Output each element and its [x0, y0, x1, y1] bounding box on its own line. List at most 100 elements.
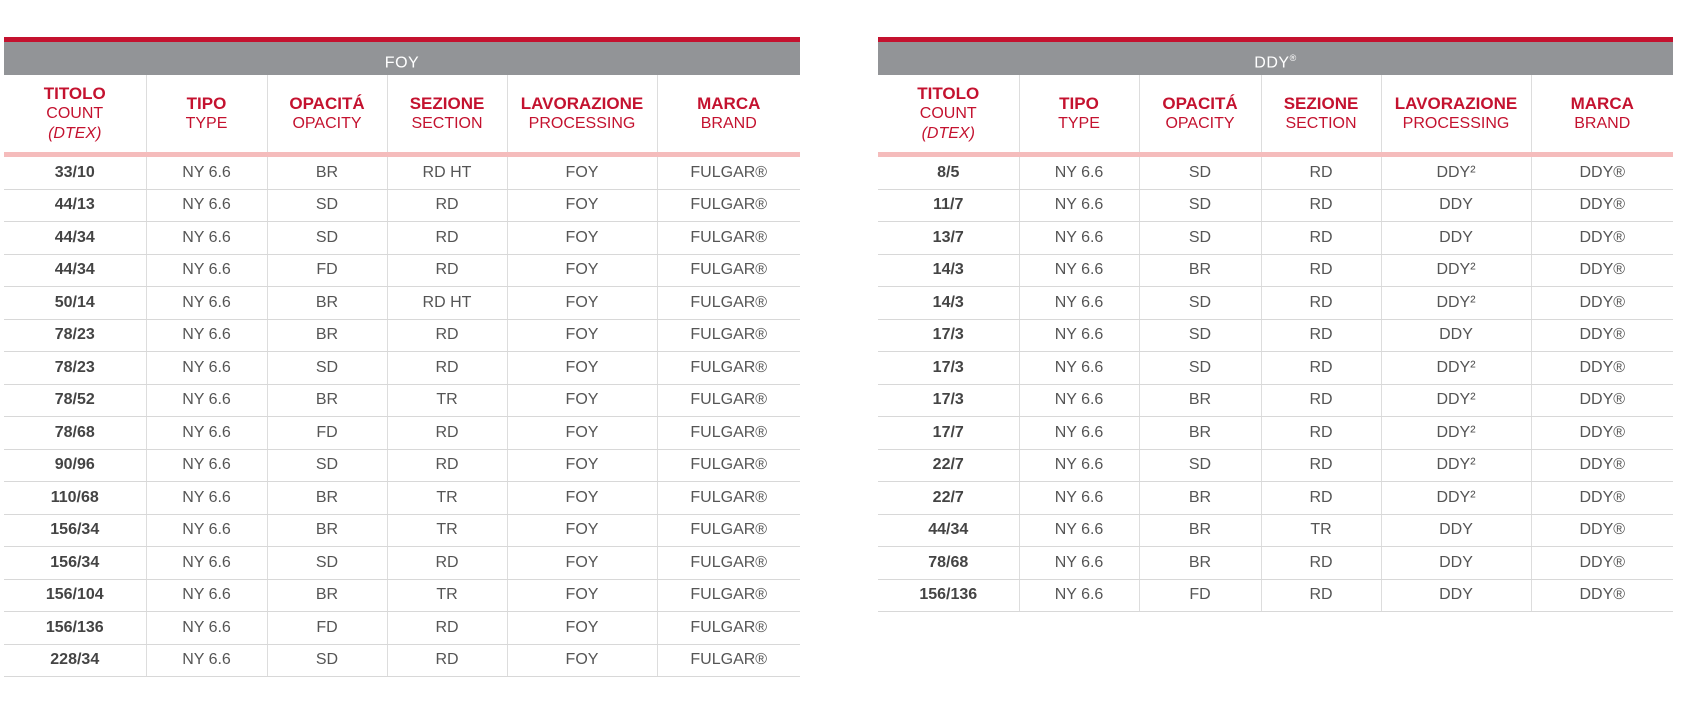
table-cell: NY 6.6 — [146, 514, 268, 547]
table-row: 78/68 NY 6.6 FD RD FOY FULGAR® — [4, 416, 800, 450]
table-row: 44/13 NY 6.6 SD RD FOY FULGAR® — [4, 189, 800, 222]
table-cell: 17/7 — [878, 416, 1020, 450]
table-cell: DDY² — [1381, 286, 1532, 320]
table-cell: TR — [387, 579, 508, 612]
table-cell: FOY — [507, 579, 658, 612]
header-english: TYPE — [185, 114, 228, 132]
table-row: 50/14 NY 6.6 BR RD HT FOY FULGAR® — [4, 286, 800, 320]
table-cell: FOY — [507, 449, 658, 482]
table-cell: 90/96 — [4, 449, 147, 482]
table-cell: DDY® — [1531, 351, 1673, 385]
table-cell: SD — [1139, 286, 1262, 320]
table-cell: FOY — [507, 644, 658, 677]
table-cell: BR — [267, 579, 388, 612]
table-cell: RD HT — [387, 286, 508, 320]
table-cell: 33/10 — [4, 154, 147, 190]
table-cell: 156/136 — [4, 611, 147, 645]
header-english: PROCESSING — [528, 114, 636, 132]
table-cell: 13/7 — [878, 221, 1020, 255]
table-cell: RD — [1261, 416, 1382, 450]
table-cell: SD — [267, 449, 388, 482]
table-cell: NY 6.6 — [146, 319, 268, 352]
table-cell: 228/34 — [4, 644, 147, 677]
table-cell: NY 6.6 — [1019, 154, 1140, 190]
table-cell: BR — [1139, 384, 1262, 417]
table-cell: FOY — [507, 514, 658, 547]
table-cell: NY 6.6 — [1019, 351, 1140, 385]
table-row: 17/3 NY 6.6 SD RD DDY DDY® — [878, 319, 1673, 352]
table-cell: SD — [1139, 319, 1262, 352]
table-title: DDY® — [878, 42, 1673, 75]
table-cell: 156/34 — [4, 514, 147, 547]
table-row: 13/7 NY 6.6 SD RD DDY DDY® — [878, 221, 1673, 255]
table-cell: 22/7 — [878, 449, 1020, 482]
header-italian: TITOLO — [43, 83, 106, 103]
table-cell: RD — [387, 351, 508, 385]
table-row: 33/10 NY 6.6 BR RD HT FOY FULGAR® — [4, 154, 800, 190]
table-cell: NY 6.6 — [1019, 189, 1140, 222]
table-cell: RD — [387, 416, 508, 450]
table-cell: SD — [267, 546, 388, 580]
column-header: LAVORAZIONE PROCESSING — [1381, 75, 1532, 155]
table-cell: FOY — [507, 189, 658, 222]
table-cell: DDY — [1381, 546, 1532, 580]
table-cell: RD — [1261, 154, 1382, 190]
table-cell: RD — [387, 254, 508, 287]
table-cell: FD — [267, 254, 388, 287]
table-cell: DDY² — [1381, 254, 1532, 287]
table-cell: FOY — [507, 254, 658, 287]
column-header: OPACITÁ OPACITY — [267, 75, 388, 155]
header-english: COUNT — [46, 104, 104, 122]
table-cell: RD HT — [387, 154, 508, 190]
table-cell: 14/3 — [878, 254, 1020, 287]
table-cell: 17/3 — [878, 384, 1020, 417]
table-cell: 44/34 — [878, 514, 1020, 547]
table-cell: DDY® — [1531, 254, 1673, 287]
table-cell: 156/104 — [4, 579, 147, 612]
header-english: TYPE — [1058, 114, 1100, 132]
table-row: 156/104 NY 6.6 BR TR FOY FULGAR® — [4, 579, 800, 612]
table-cell: NY 6.6 — [1019, 514, 1140, 547]
table-cell: BR — [267, 514, 388, 547]
table-row: 17/3 NY 6.6 SD RD DDY² DDY® — [878, 351, 1673, 385]
table-cell: RD — [1261, 546, 1382, 580]
table-cell: NY 6.6 — [146, 286, 268, 320]
table-row: 17/7 NY 6.6 BR RD DDY² DDY® — [878, 416, 1673, 450]
table-cell: 156/136 — [878, 579, 1020, 612]
table-cell: RD — [1261, 189, 1382, 222]
table-cell: BR — [1139, 514, 1262, 547]
table-cell: RD — [1261, 286, 1382, 320]
table-cell: DDY — [1381, 319, 1532, 352]
table-cell: FULGAR® — [657, 546, 800, 580]
table-cell: FULGAR® — [657, 579, 800, 612]
table-row: 22/7 NY 6.6 BR RD DDY² DDY® — [878, 481, 1673, 515]
table-cell: DDY — [1381, 221, 1532, 255]
table-row: 156/136 NY 6.6 FD RD DDY DDY® — [878, 579, 1673, 612]
header-english: OPACITY — [292, 114, 362, 132]
table-cell: BR — [267, 154, 388, 190]
table-cell: FOY — [507, 546, 658, 580]
table-row: 22/7 NY 6.6 SD RD DDY² DDY® — [878, 449, 1673, 482]
table-cell: NY 6.6 — [1019, 449, 1140, 482]
table-cell: DDY² — [1381, 384, 1532, 417]
table-cell: 78/68 — [878, 546, 1020, 580]
accent-bar — [4, 37, 800, 42]
header-italian: SEZIONE — [1283, 93, 1359, 113]
table-cell: NY 6.6 — [146, 189, 268, 222]
header-italian: TITOLO — [917, 83, 980, 103]
table-cell: SD — [267, 189, 388, 222]
table-cell: NY 6.6 — [1019, 579, 1140, 612]
header-italian: TIPO — [1059, 93, 1099, 113]
table-cell: DDY® — [1531, 221, 1673, 255]
table-cell: DDY® — [1531, 416, 1673, 450]
table-cell: NY 6.6 — [146, 644, 268, 677]
table-cell: RD — [387, 611, 508, 645]
table-cell: 14/3 — [878, 286, 1020, 320]
table-row: 78/23 NY 6.6 BR RD FOY FULGAR® — [4, 319, 800, 352]
table-cell: FOY — [507, 154, 658, 190]
table-cell: TR — [387, 514, 508, 547]
table-cell: 110/68 — [4, 481, 147, 515]
table-cell: NY 6.6 — [146, 254, 268, 287]
table-cell: FULGAR® — [657, 351, 800, 385]
table-cell: SD — [267, 351, 388, 385]
